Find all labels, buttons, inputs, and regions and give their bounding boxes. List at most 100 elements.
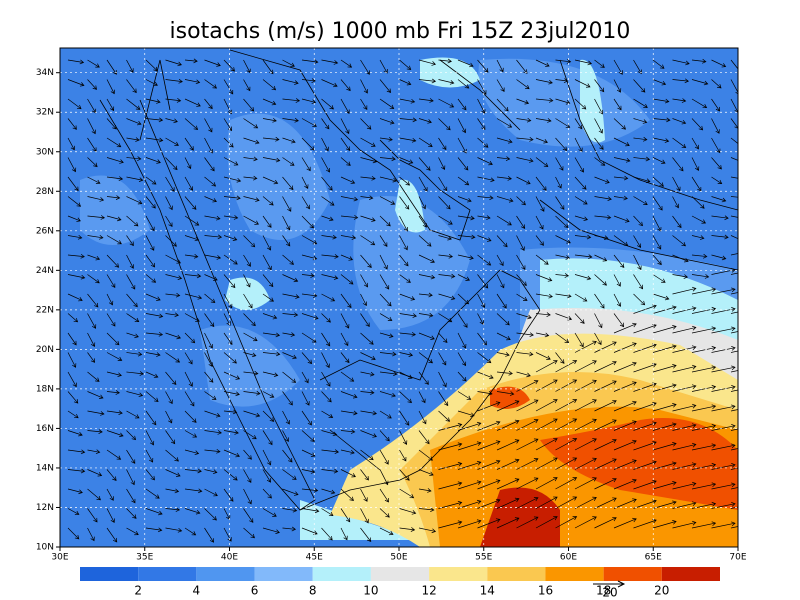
wind-arrow <box>340 527 348 541</box>
wind-arrow <box>399 117 417 123</box>
wind-arrow <box>340 137 351 151</box>
wind-arrow <box>613 400 637 412</box>
wind-arrow <box>555 176 562 189</box>
wind-arrow <box>438 371 447 388</box>
wind-arrow <box>438 293 456 301</box>
wind-arrow <box>438 500 463 509</box>
wind-arrow <box>204 157 215 172</box>
wind-arrow <box>594 438 617 451</box>
wind-arrow <box>301 430 315 442</box>
wind-arrow <box>243 352 257 358</box>
wind-arrow <box>730 487 738 490</box>
contour-20 <box>480 487 560 547</box>
wind-arrow <box>282 176 294 191</box>
wind-arrow <box>555 235 571 244</box>
wind-arrow <box>340 449 355 455</box>
wind-arrow <box>204 352 213 368</box>
wind-arrow <box>184 488 203 494</box>
wind-arrow <box>555 98 571 105</box>
wind-arrow <box>399 352 414 357</box>
wind-arrow <box>399 391 412 404</box>
wind-arrow <box>672 520 697 529</box>
colorbar-box <box>370 567 430 581</box>
wind-arrow <box>652 344 677 353</box>
wind-arrow <box>438 442 463 451</box>
wind-arrow <box>282 196 292 212</box>
wind-arrow <box>496 196 514 203</box>
wind-arrow <box>243 410 261 418</box>
wind-arrow <box>282 410 290 425</box>
wind-arrow <box>594 477 617 490</box>
wind-arrow <box>126 351 143 357</box>
wind-arrow <box>204 293 216 304</box>
wind-arrow <box>223 176 242 183</box>
wind-arrow <box>574 254 593 259</box>
wind-arrow <box>87 176 101 184</box>
vector-reference: 20 <box>593 580 626 600</box>
wind-arrow <box>496 274 505 289</box>
wind-arrow <box>204 274 218 281</box>
wind-arrow <box>106 235 122 245</box>
wind-arrow <box>418 292 433 298</box>
colorbar-label: 8 <box>309 584 317 598</box>
wind-arrow <box>399 196 410 210</box>
wind-arrow <box>613 59 623 75</box>
wind-arrow <box>516 235 525 252</box>
wind-arrow <box>399 176 411 186</box>
wind-arrow <box>223 391 240 397</box>
wind-arrow <box>379 410 392 419</box>
wind-arrow <box>613 98 622 111</box>
wind-arrow <box>633 421 657 431</box>
wind-arrow <box>730 350 738 353</box>
wind-arrow <box>184 527 197 536</box>
wind-arrow <box>145 430 155 446</box>
wind-arrow <box>340 488 354 502</box>
wind-arrow <box>126 215 139 227</box>
wind-arrow <box>457 519 482 529</box>
wind-arrow <box>633 235 642 249</box>
wind-arrow <box>87 293 99 308</box>
wind-arrow <box>633 440 657 451</box>
wind-arrow <box>399 508 417 515</box>
wind-arrow <box>301 176 309 189</box>
wind-arrow <box>321 196 335 206</box>
wind-arrow <box>652 117 671 123</box>
wind-arrow <box>262 332 281 338</box>
wind-arrow <box>87 118 96 135</box>
wind-arrow <box>87 410 105 416</box>
wind-arrow <box>691 326 717 334</box>
wind-arrow <box>457 410 475 418</box>
wind-arrow <box>535 235 544 246</box>
wind-arrow <box>477 420 501 431</box>
wind-arrow <box>321 176 333 191</box>
wind-arrow <box>340 274 354 285</box>
wind-arrow <box>321 371 331 387</box>
wind-arrow <box>262 293 274 302</box>
wind-arrow <box>438 137 447 151</box>
wind-arrow <box>360 157 378 164</box>
wind-arrow <box>652 325 677 334</box>
wind-arrow <box>516 332 534 338</box>
colorbar-label: 2 <box>134 584 142 598</box>
y-tick-label: 30N <box>36 147 54 157</box>
wind-arrow <box>145 410 157 426</box>
wind-arrow <box>457 196 472 203</box>
wind-arrow <box>126 118 142 126</box>
wind-arrow <box>418 332 435 340</box>
wind-arrow <box>243 293 253 309</box>
wind-arrow <box>145 215 155 232</box>
wind-arrow <box>165 78 183 84</box>
wind-arrow <box>477 118 486 131</box>
wind-arrow <box>496 235 508 248</box>
wind-arrow <box>594 157 606 166</box>
wind-arrow <box>301 449 316 457</box>
wind-arrow <box>594 293 605 309</box>
wind-arrow <box>145 117 164 123</box>
wind-arrow <box>672 423 697 431</box>
wind-arrow <box>360 371 375 377</box>
wind-arrow <box>67 449 86 455</box>
wind-arrow <box>457 234 476 240</box>
wind-arrow <box>379 332 394 339</box>
wind-arrow <box>184 98 201 107</box>
wind-arrow <box>535 418 558 431</box>
